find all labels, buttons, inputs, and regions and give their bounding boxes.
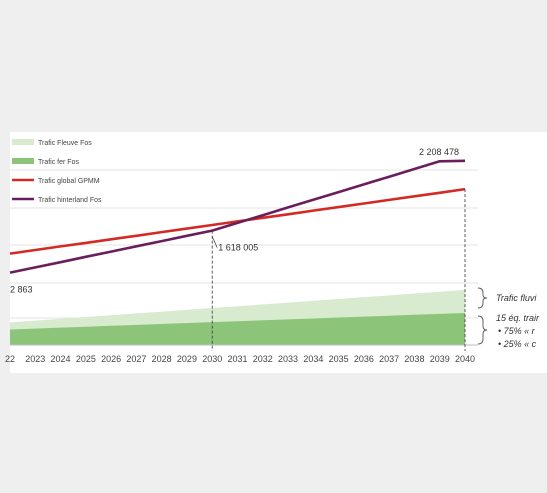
legend-trafic-fer-fos-swatch <box>12 158 34 164</box>
side-note-bullet-2: • 25% « c <box>498 339 537 349</box>
x-tick-label-2026: 2026 <box>101 354 121 364</box>
side-note-train: 15 éq. trair <box>496 313 540 323</box>
x-tick-label-2032: 2032 <box>253 354 273 364</box>
x-tick-label-2028: 2028 <box>152 354 172 364</box>
legend-trafic-fleuve-fos-label: Trafic Fleuve Fos <box>38 140 92 147</box>
x-tick-label-2023: 2023 <box>25 354 45 364</box>
x-tick-label-2040: 2040 <box>455 354 475 364</box>
x-tick-label-2036: 2036 <box>354 354 374 364</box>
annotation-2040: 2 208 478 <box>419 147 459 157</box>
annotation-leader-2030 <box>211 236 218 248</box>
legend-trafic-hinterland-fos-label: Trafic hinterland Fos <box>38 197 102 204</box>
legend-trafic-global-gpmm-label: Trafic global GPMM <box>38 178 100 185</box>
x-tick-label-2022: 22 <box>5 354 15 364</box>
brace-fluvial <box>477 287 488 309</box>
annotation-2030: 1 618 005 <box>218 243 258 253</box>
x-tick-label-2035: 2035 <box>329 354 349 364</box>
brace-train <box>477 315 488 345</box>
line-trafic-global-gpmm <box>9 187 466 255</box>
x-tick-label-2024: 2024 <box>51 354 71 364</box>
line-trafic-hinterland-fos <box>9 159 466 274</box>
legend-trafic-fleuve-fos-swatch <box>12 139 34 145</box>
annotation-2022: 2 863 <box>10 285 33 295</box>
x-tick-label-2029: 2029 <box>177 354 197 364</box>
legend-trafic-fer-fos-label: Trafic fer Fos <box>38 159 79 166</box>
side-note-fluvial: Trafic fluvi <box>496 293 537 303</box>
x-tick-label-2038: 2038 <box>404 354 424 364</box>
side-note-bullet-1: • 75% « r <box>498 326 536 336</box>
x-tick-label-2025: 2025 <box>76 354 96 364</box>
x-tick-label-2037: 2037 <box>379 354 399 364</box>
x-tick-label-2031: 2031 <box>227 354 247 364</box>
area-trafic-fer-fos <box>10 313 465 345</box>
x-tick-label-2027: 2027 <box>126 354 146 364</box>
x-tick-label-2030: 2030 <box>202 354 222 364</box>
x-tick-label-2039: 2039 <box>430 354 450 364</box>
x-tick-label-2034: 2034 <box>303 354 323 364</box>
x-tick-label-2033: 2033 <box>278 354 298 364</box>
